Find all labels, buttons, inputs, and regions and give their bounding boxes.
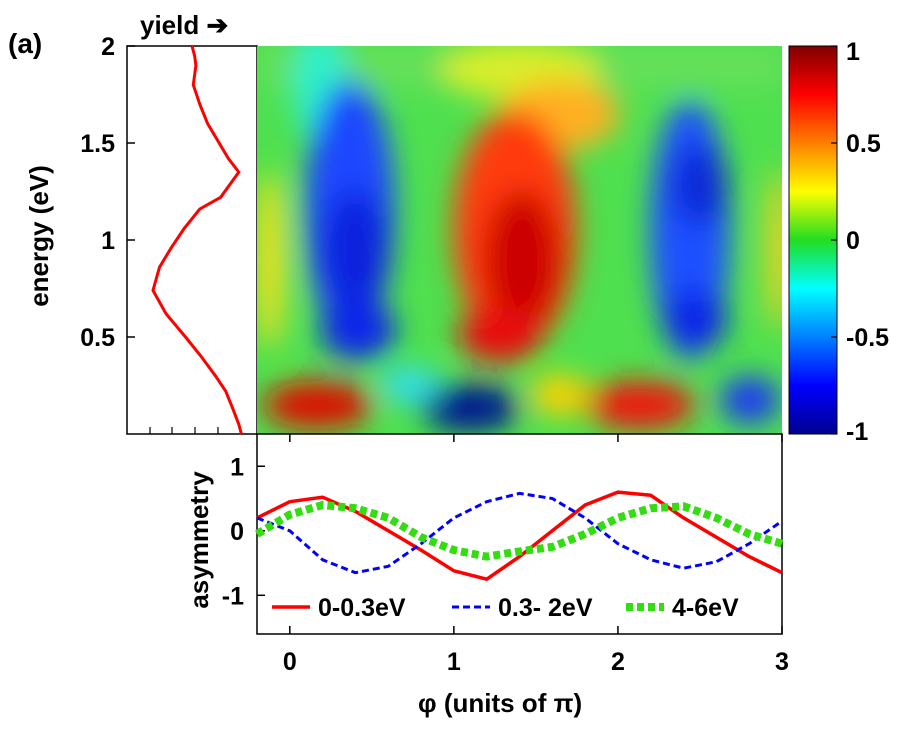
arrow-right-icon: ➔ xyxy=(206,10,229,40)
asymmetry-tick-label: 1 xyxy=(230,453,244,481)
phi-tick-label: 2 xyxy=(611,648,625,676)
phi-tick-label: 1 xyxy=(447,648,461,676)
yield-plot-frame xyxy=(126,45,258,435)
legend-label: 0.3- 2eV xyxy=(498,594,593,622)
colorbar-tick-label: 0 xyxy=(846,227,860,255)
colorbar-tick-label: 1 xyxy=(846,38,860,66)
asymmetry-series-line xyxy=(254,501,784,561)
energy-tick-label: 1.5 xyxy=(80,130,115,158)
energy-tick-label: 2 xyxy=(101,33,115,61)
colorbar xyxy=(788,45,838,435)
colorbar-tick-label: -0.5 xyxy=(846,324,889,352)
asymmetry-plot-frame xyxy=(256,433,783,635)
energy-tick-label: 0.5 xyxy=(80,324,115,352)
asymmetry-tick-label: -1 xyxy=(222,582,244,610)
legend-label: 4-6eV xyxy=(672,594,739,622)
yield-line xyxy=(151,45,243,435)
asymmetry-series-line xyxy=(256,491,783,575)
colorbar-tick-label: -1 xyxy=(846,418,868,446)
colorbar-tick-label: 0.5 xyxy=(846,130,881,158)
legend-label: 0-0.3eV xyxy=(318,594,406,622)
phi-tick-label: 3 xyxy=(775,648,789,676)
heatmap xyxy=(257,46,782,434)
panel-label: (a) xyxy=(8,28,43,59)
yield-label-text: yield xyxy=(140,10,200,40)
asymmetry-tick-label: 0 xyxy=(230,518,244,546)
energy-tick-label: 1 xyxy=(101,227,115,255)
phi-tick-label: 0 xyxy=(283,648,297,676)
yield-axis-label: yield ➔ xyxy=(140,10,228,41)
phi-axis-label: φ (units of π) xyxy=(418,688,583,718)
